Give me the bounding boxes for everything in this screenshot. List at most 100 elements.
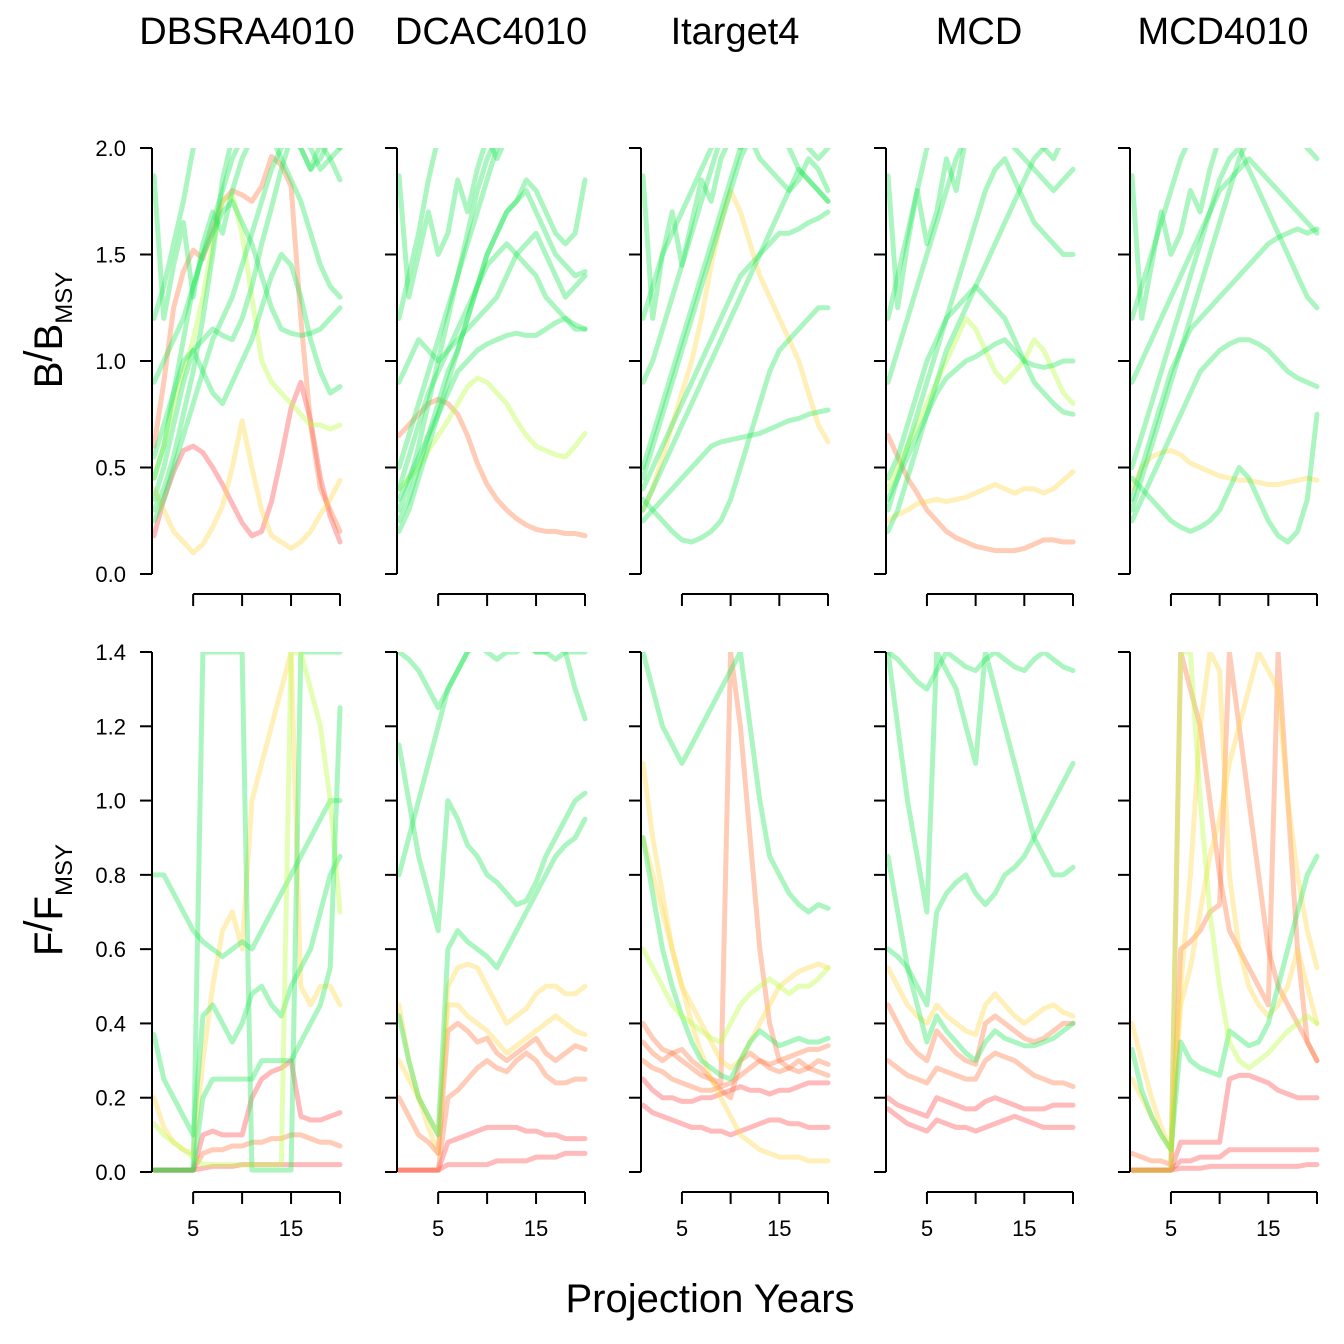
series-line-f-1 <box>396 1150 588 1173</box>
ylabel-f-main: F <box>27 932 71 956</box>
series-line-f-8 <box>151 652 343 1168</box>
series-line-b-4 <box>396 148 495 513</box>
x-axis-label: Projection Years <box>565 1277 854 1321</box>
series-line-b-4 <box>885 148 967 311</box>
ylabel-b-sub: MSY <box>51 272 78 324</box>
series-line-f-6 <box>885 853 1076 1064</box>
series-line-b-2 <box>640 148 744 321</box>
series-line-f-2 <box>640 1076 831 1104</box>
series-line-f-6 <box>640 835 831 1071</box>
series-line-f-7 <box>640 760 831 1164</box>
series-line-b-7 <box>1129 156 1320 385</box>
y-tick-label: 1.2 <box>95 714 126 739</box>
y-tick-label: 1.4 <box>95 640 126 665</box>
series-line-b-2 <box>1129 148 1219 321</box>
panel-dcac4010-b <box>385 147 588 606</box>
series-line-f-9 <box>1129 652 1320 1173</box>
x-tick-label: 5 <box>187 1216 199 1241</box>
series-line-b-6 <box>885 148 1048 534</box>
y-tick-label: 0.5 <box>95 456 126 481</box>
ylabel-f-slash: / <box>17 920 61 932</box>
series-line-b-10 <box>151 148 343 385</box>
series-line-b-5 <box>885 156 1076 513</box>
panel-dcac4010-f: 5 15 <box>385 651 588 1241</box>
series-line-b-7 <box>640 148 831 385</box>
series-line-b-6 <box>1129 226 1320 502</box>
series-line-b-9 <box>151 252 343 502</box>
y-tick-label: 0.0 <box>95 562 126 587</box>
y-tick-label: 0.4 <box>95 1011 126 1036</box>
series-group <box>1129 652 1320 1173</box>
panel-title-itarget4: Itarget4 <box>671 11 800 53</box>
series-line-b-12 <box>151 148 343 460</box>
series-line-b-1 <box>396 396 588 539</box>
y-tick-label: 1.5 <box>95 243 126 268</box>
series-line-b-5 <box>396 241 588 492</box>
series-line-f-8 <box>396 742 588 934</box>
series-line-b-3 <box>1129 411 1320 545</box>
series-line-f-3 <box>1129 1072 1320 1173</box>
series-line-b-8 <box>1129 337 1320 524</box>
series-line-f-7 <box>396 652 588 722</box>
series-line-b-8 <box>885 148 1062 385</box>
series-line-b-4 <box>151 192 343 481</box>
y-tick-label: 0.8 <box>95 863 126 888</box>
panel-itarget4-f: 5 15 <box>629 651 831 1241</box>
series-group <box>640 148 831 545</box>
series-line-b-5 <box>1129 148 1320 470</box>
series-line-f-1 <box>1129 1162 1320 1173</box>
y-tick-label: 1.0 <box>95 349 126 374</box>
plot-area: 0.0 0.5 1.0 1.5 2.0 0.0 0.2 0.4 0.6 0.8 1.0 1.2 1.4 5… <box>95 136 1320 1241</box>
series-group <box>151 148 343 556</box>
series-line-f-8 <box>640 835 831 1082</box>
x-tick-label: 15 <box>767 1216 791 1241</box>
series-line-f-6 <box>396 1002 588 1138</box>
series-line-b-10 <box>640 209 831 492</box>
series-line-b-4 <box>1129 148 1247 513</box>
panel-title-dbsra4010: DBSRA4010 <box>139 11 354 53</box>
series-line-f-7 <box>1129 652 1320 1153</box>
series-line-b-1 <box>151 379 343 545</box>
series-line-b-1 <box>640 188 831 513</box>
series-group <box>396 148 588 539</box>
series-line-f-10 <box>396 652 588 878</box>
series-line-f-9 <box>885 652 1076 692</box>
series-line-b-4 <box>640 148 749 481</box>
series-line-b-1 <box>1129 448 1320 492</box>
series-line-b-3 <box>885 315 1076 492</box>
x-tick-label: 5 <box>676 1216 688 1241</box>
series-line-f-1 <box>151 1162 343 1173</box>
series-group <box>151 652 343 1173</box>
series-line-f-5 <box>885 965 1076 1038</box>
x-tick-label: 5 <box>1165 1216 1177 1241</box>
panel-title-mcd4010: MCD4010 <box>1137 11 1308 53</box>
series-line-b-10 <box>885 148 1076 321</box>
y-axis-label-biomass: B/BMSY <box>17 272 78 389</box>
series-line-b-11 <box>396 177 588 524</box>
x-tick-label: 5 <box>432 1216 444 1241</box>
series-line-b-1 <box>885 433 1076 554</box>
panel-mcd4010-f: 5 15 <box>1118 651 1320 1241</box>
series-line-f-5 <box>640 652 831 1086</box>
panel-mcd-b <box>874 147 1076 606</box>
x-tick-label: 15 <box>524 1216 548 1241</box>
series-line-b-9 <box>640 148 831 321</box>
series-line-f-7 <box>151 853 343 1138</box>
series-line-b-11 <box>151 148 285 524</box>
x-tick-label: 5 <box>921 1216 933 1241</box>
series-group <box>396 652 588 1173</box>
series-line-b-3 <box>396 148 505 300</box>
series-line-f-3 <box>885 1050 1076 1090</box>
series-line-f-1 <box>640 1102 831 1138</box>
y-tick-label: 0.2 <box>95 1086 126 1111</box>
series-line-f-9 <box>151 705 343 1173</box>
panel-mcd4010-b <box>1118 147 1320 606</box>
panel-dbsra4010-b: 0.0 0.5 1.0 1.5 2.0 <box>95 136 343 606</box>
series-line-f-3 <box>396 1050 588 1173</box>
series-line-f-2 <box>1129 1147 1320 1173</box>
series-line-b-2 <box>885 469 1076 524</box>
panel-title-dcac4010: DCAC4010 <box>395 11 587 53</box>
y-tick-label: 0.0 <box>95 1160 126 1185</box>
series-line-b-2 <box>151 154 343 534</box>
series-line-b-5 <box>151 148 343 321</box>
